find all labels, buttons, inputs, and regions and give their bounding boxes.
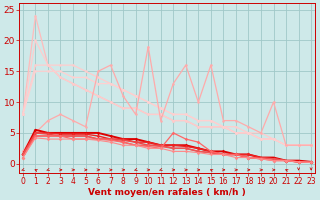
X-axis label: Vent moyen/en rafales ( km/h ): Vent moyen/en rafales ( km/h ) [88,188,246,197]
